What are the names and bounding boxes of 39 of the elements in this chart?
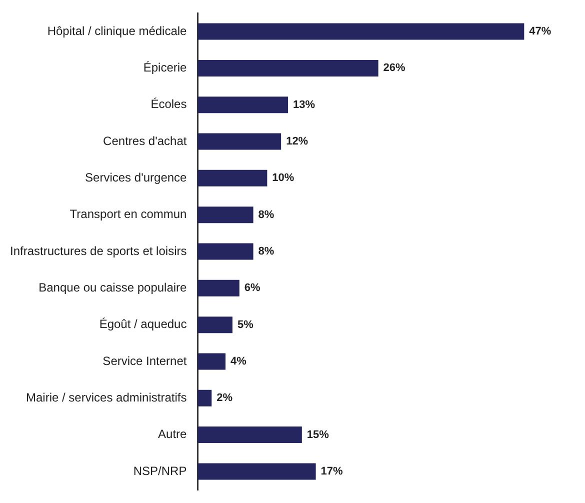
data-label: 26% xyxy=(383,62,406,74)
y-tick-label: Service Internet xyxy=(102,354,188,368)
data-label: 5% xyxy=(237,318,254,331)
data-label: 13% xyxy=(293,98,316,111)
bar xyxy=(198,280,240,296)
bar xyxy=(198,96,288,114)
bar xyxy=(198,170,268,186)
y-tick-label: Transport en commun xyxy=(70,207,187,222)
bar xyxy=(198,23,524,40)
y-tick-label: Hôpital / clinique médicale xyxy=(47,24,188,38)
data-label: 8% xyxy=(258,246,274,258)
bar xyxy=(198,316,232,334)
y-tick-label: Infrastructures de sports et loisirs xyxy=(10,244,187,258)
bar xyxy=(198,243,254,260)
data-label: 17% xyxy=(320,466,344,478)
y-tick-label: Égoût / aqueduc xyxy=(99,317,187,332)
bar xyxy=(198,353,226,370)
y-tick-label: Centres d'achat xyxy=(103,134,188,148)
data-label: 4% xyxy=(230,356,247,368)
y-tick-label: Mairie / services administratifs xyxy=(26,390,187,404)
data-label: 6% xyxy=(244,282,261,294)
bar xyxy=(198,60,378,76)
y-tick-label: Autre xyxy=(158,427,188,442)
data-label: 12% xyxy=(286,136,308,148)
data-label: 47% xyxy=(529,26,552,38)
bar xyxy=(198,133,282,150)
y-tick-label: Services d'urgence xyxy=(85,170,188,184)
y-tick-label: Banque ou caisse populaire xyxy=(38,280,188,294)
bar xyxy=(198,390,212,406)
data-label: 2% xyxy=(216,392,233,404)
bar xyxy=(198,426,302,444)
data-label: 8% xyxy=(258,208,274,221)
y-tick-label: NSP/NRP xyxy=(133,464,187,478)
data-label: 15% xyxy=(306,428,330,441)
y-tick-label: Épicerie xyxy=(143,60,188,75)
bar xyxy=(198,463,316,480)
bar xyxy=(198,206,254,224)
y-tick-label: Écoles xyxy=(150,97,187,112)
data-label: 10% xyxy=(272,172,294,184)
